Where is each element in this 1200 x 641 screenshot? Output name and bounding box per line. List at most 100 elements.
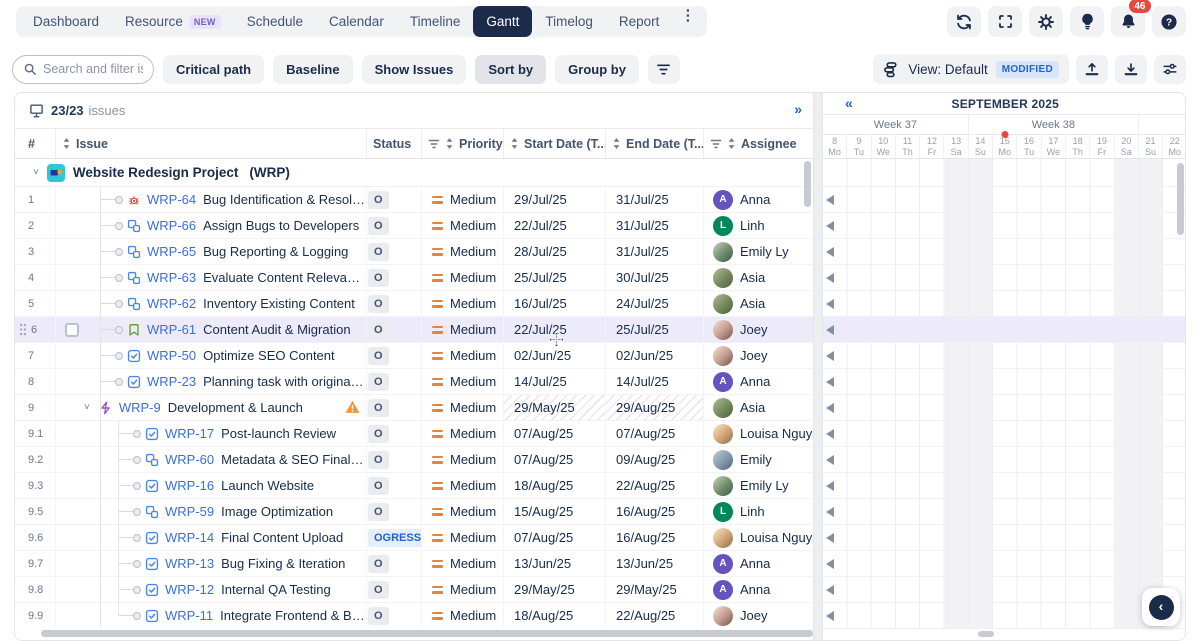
nav-item-timelog[interactable]: Timelog (532, 6, 606, 37)
issue-row-wrp-63[interactable]: 4 WRP-63 Evaluate Content Relevance O Medium… (15, 265, 813, 291)
timeline-row-wrp-50[interactable] (823, 343, 1185, 369)
help-button[interactable]: ? (1152, 6, 1186, 37)
issue-key-link[interactable]: WRP-61 (147, 322, 197, 337)
task-offscreen-left-arrow[interactable] (826, 532, 834, 543)
chevron-down-icon[interactable]: ˅ (84, 402, 90, 413)
task-offscreen-left-arrow[interactable] (826, 220, 834, 231)
issue-row-wrp-60[interactable]: 9.2 WRP-60 Metadata & SEO FinalizationO Med… (15, 447, 813, 473)
issue-row-wrp-11[interactable]: 9.9 WRP-11 Integrate Frontend & BackendO Me… (15, 603, 813, 629)
issue-key-link[interactable]: WRP-12 (165, 582, 215, 597)
issue-row-wrp-9[interactable]: 9 ˅ WRP-9 Development & Launch O Medium 29/May… (15, 395, 813, 421)
filter-settings-button[interactable] (647, 54, 680, 84)
table-horizontal-scrollbar[interactable] (41, 630, 813, 637)
search-input[interactable] (43, 62, 143, 76)
issue-key-link[interactable]: WRP-23 (147, 374, 197, 389)
collapse-timeline-button[interactable]: « (845, 95, 853, 111)
column-header-num[interactable]: # (15, 129, 56, 158)
issue-row-wrp-14[interactable]: 9.6 WRP-14 Final Content Upload OGRESS Mediu… (15, 525, 813, 551)
nav-item-schedule[interactable]: Schedule (234, 6, 316, 37)
issue-row-wrp-65[interactable]: 3 WRP-65 Bug Reporting & Logging O Medium 28/… (15, 239, 813, 265)
column-header-assignee[interactable]: Assignee (704, 129, 813, 158)
issue-row-wrp-16[interactable]: 9.3 WRP-16 Launch Website O Medium 18/Aug/25 2… (15, 473, 813, 499)
task-offscreen-left-arrow[interactable] (826, 610, 834, 621)
issue-key-link[interactable]: WRP-9 (118, 400, 161, 415)
issue-key-link[interactable]: WRP-63 (147, 270, 197, 285)
timeline-vertical-scrollbar[interactable] (1177, 163, 1185, 235)
collapse-panel-floating-button[interactable]: ‹ (1142, 588, 1180, 626)
column-header-priority[interactable]: Priority (422, 129, 504, 158)
nav-item-dashboard[interactable]: Dashboard (20, 6, 112, 37)
refresh-button[interactable] (947, 6, 981, 37)
task-offscreen-left-arrow[interactable] (826, 298, 834, 309)
expand-table-button[interactable]: » (794, 101, 802, 117)
task-offscreen-left-arrow[interactable] (826, 584, 834, 595)
task-offscreen-left-arrow[interactable] (826, 428, 834, 439)
task-offscreen-left-arrow[interactable] (826, 454, 834, 465)
timeline-row-wrp-64[interactable] (823, 187, 1185, 213)
task-offscreen-left-arrow[interactable] (826, 506, 834, 517)
issue-row-wrp-66[interactable]: 2 WRP-66 Assign Bugs to Developers O Medium 2… (15, 213, 813, 239)
issue-row-wrp-12[interactable]: 9.8 WRP-12 Internal QA Testing O Medium 29/Ma… (15, 577, 813, 603)
search-box[interactable] (12, 54, 154, 84)
timeline-row-wrp-13[interactable] (823, 551, 1185, 577)
view-selector[interactable]: View: Default MODIFIED (873, 54, 1069, 84)
task-offscreen-left-arrow[interactable] (826, 376, 834, 387)
issue-key-link[interactable]: WRP-50 (147, 348, 197, 363)
issue-row-wrp-17[interactable]: 9.1 WRP-17 Post-launch Review O Medium 07/Aug… (15, 421, 813, 447)
issue-row-wrp-13[interactable]: 9.7 WRP-13 Bug Fixing & Iteration O Medium 13… (15, 551, 813, 577)
issue-row-wrp-62[interactable]: 5 WRP-62 Inventory Existing Content O Medium… (15, 291, 813, 317)
critical-path-button[interactable]: Critical path (163, 54, 265, 84)
kebab-menu-icon[interactable]: ⋮ (680, 7, 696, 24)
tips-button[interactable] (1070, 6, 1104, 37)
nav-item-gantt[interactable]: Gantt (473, 6, 533, 37)
timeline-row-wrp-16[interactable] (823, 473, 1185, 499)
show-issues-button[interactable]: Show Issues (361, 54, 467, 84)
timeline-row-wrp-62[interactable] (823, 291, 1185, 317)
timeline-row-wrp-59[interactable] (823, 499, 1185, 525)
issue-row-wrp-23[interactable]: 8 WRP-23 Planning task with original estim… (15, 369, 813, 395)
task-offscreen-left-arrow[interactable] (826, 350, 834, 361)
task-offscreen-left-arrow[interactable] (826, 324, 834, 335)
timeline-row-wrp-17[interactable] (823, 421, 1185, 447)
timeline-row-wrp-14[interactable] (823, 525, 1185, 551)
timeline-row-wrp-66[interactable] (823, 213, 1185, 239)
task-offscreen-left-arrow[interactable] (826, 402, 834, 413)
column-header-status[interactable]: Status (367, 129, 422, 158)
timeline-row-wrp-12[interactable] (823, 577, 1185, 603)
timeline-row-wrp-60[interactable] (823, 447, 1185, 473)
issue-key-link[interactable]: WRP-65 (147, 244, 197, 259)
nav-item-calendar[interactable]: Calendar (316, 6, 397, 37)
row-checkbox[interactable] (65, 322, 79, 337)
timeline-row-wrp-63[interactable] (823, 265, 1185, 291)
issue-key-link[interactable]: WRP-59 (165, 504, 215, 519)
issue-key-link[interactable]: WRP-14 (165, 530, 215, 545)
sort-by-button[interactable]: Sort by (475, 54, 547, 84)
task-offscreen-left-arrow[interactable] (826, 480, 834, 491)
issue-row-wrp-50[interactable]: 7 WRP-50 Optimize SEO Content O Medium 02/Jun… (15, 343, 813, 369)
task-offscreen-left-arrow[interactable] (826, 272, 834, 283)
issue-key-link[interactable]: WRP-66 (147, 218, 197, 233)
notifications-button[interactable]: 46 (1111, 0, 1151, 37)
issue-key-link[interactable]: WRP-16 (165, 478, 215, 493)
issue-key-link[interactable]: WRP-17 (165, 426, 215, 441)
display-options-button[interactable] (1154, 54, 1186, 84)
nav-item-resource[interactable]: Resource NEW (112, 6, 234, 37)
task-offscreen-left-arrow[interactable] (826, 558, 834, 569)
issue-key-link[interactable]: WRP-11 (165, 608, 214, 623)
timeline-horizontal-scrollbar[interactable] (978, 631, 994, 637)
issue-row-wrp-59[interactable]: 9.5 WRP-59 Image Optimization O Medium 15/Aug… (15, 499, 813, 525)
panel-split-handle[interactable] (813, 93, 823, 640)
settings-button[interactable] (1029, 6, 1063, 37)
task-offscreen-left-arrow[interactable] (826, 246, 834, 257)
timeline-row-wrp-23[interactable] (823, 369, 1185, 395)
timeline-row-wrp-11[interactable] (823, 603, 1185, 629)
timeline-row-wrp-65[interactable] (823, 239, 1185, 265)
table-vertical-scrollbar[interactable] (804, 161, 811, 207)
nav-item-timeline[interactable]: Timeline (397, 6, 474, 37)
export-button[interactable] (1076, 54, 1108, 84)
column-header-issue[interactable]: Issue (56, 129, 367, 158)
nav-item-report[interactable]: Report (606, 6, 673, 37)
chevron-down-icon[interactable]: ˅ (33, 167, 39, 178)
baseline-button[interactable]: Baseline (273, 54, 353, 84)
issue-row-wrp-64[interactable]: 1 WRP-64 Bug Identification & Resolution O M… (15, 187, 813, 213)
